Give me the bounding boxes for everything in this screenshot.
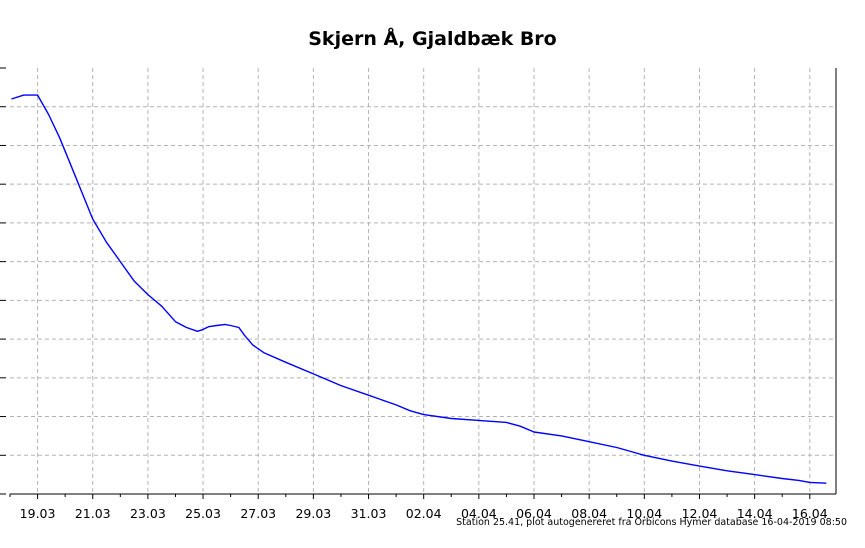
chart-footnote: Station 25.41, plot autogenereret fra Or… — [456, 517, 847, 528]
x-tick-label: 19.03 — [20, 506, 56, 521]
x-tick-label: 29.03 — [295, 506, 331, 521]
x-tick-label: 23.03 — [130, 506, 166, 521]
chart-title: Skjern Å, Gjaldbæk Bro — [308, 28, 557, 50]
x-tick-label: 27.03 — [240, 506, 276, 521]
x-tick-label: 02.04 — [406, 506, 442, 521]
x-tick-label: 31.03 — [351, 506, 387, 521]
x-tick-label: 06.04 — [516, 506, 552, 521]
x-tick-label: 10.04 — [626, 506, 662, 521]
x-tick-label: 25.03 — [185, 506, 221, 521]
x-tick-label: 12.04 — [682, 506, 718, 521]
series-line — [11, 94, 827, 484]
x-tick-label: 04.04 — [461, 506, 497, 521]
x-tick-label: 08.04 — [571, 506, 607, 521]
x-tick-label: 14.04 — [737, 506, 773, 521]
x-tick-label: 21.03 — [75, 506, 111, 521]
x-tick-label: 16.04 — [792, 506, 828, 521]
